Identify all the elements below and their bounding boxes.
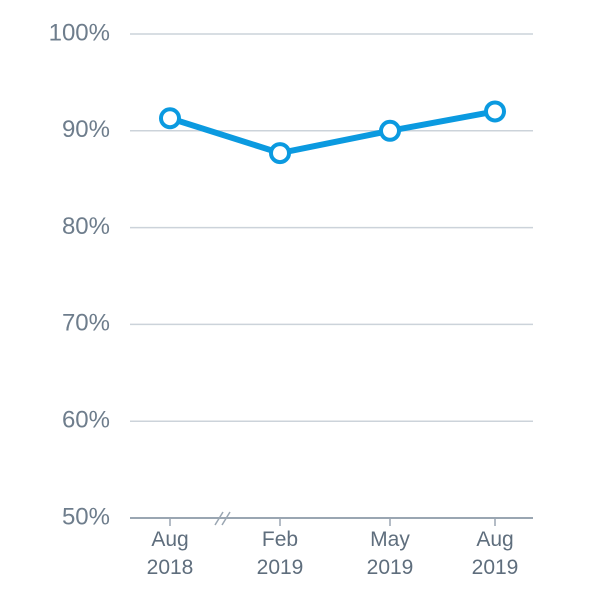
point bbox=[379, 119, 401, 142]
y-tick-label: 70% bbox=[62, 310, 110, 337]
x-tick-label: Aug 2018 bbox=[146, 528, 194, 579]
x-tick-label: Feb 2019 bbox=[256, 528, 304, 579]
x-tick-label: Aug 2019 bbox=[471, 528, 519, 579]
x-tick-label: May 2019 bbox=[366, 528, 414, 579]
point bbox=[484, 100, 506, 123]
y-tick-label: 80% bbox=[62, 213, 110, 240]
point bbox=[159, 107, 181, 130]
line bbox=[169, 108, 496, 157]
y-tick-label: 100% bbox=[49, 19, 110, 46]
y-tick-label: 50% bbox=[62, 503, 110, 530]
y-tick-label: 90% bbox=[62, 116, 110, 143]
y-tick-label: 60% bbox=[62, 407, 110, 434]
point bbox=[269, 142, 291, 165]
